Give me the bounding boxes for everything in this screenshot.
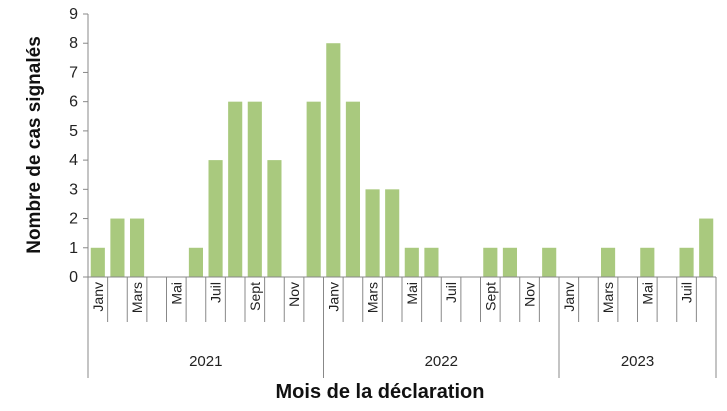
x-axis-year-labels: 2021 2022 2023	[87, 322, 717, 378]
y-tick-label: 2	[69, 211, 78, 228]
bar	[640, 247, 655, 277]
x-tick-label: Mai	[639, 282, 655, 305]
bar	[365, 189, 380, 277]
bars	[90, 43, 714, 278]
x-tick-label: Nov	[522, 282, 538, 307]
x-tick-label: Mars	[129, 282, 145, 313]
x-tick-label: Mai	[404, 282, 420, 305]
bar	[424, 247, 439, 277]
x-tick-label: Nov	[286, 282, 302, 307]
bar	[404, 247, 419, 277]
y-tick-label: 7	[69, 64, 78, 81]
y-tick-label: 1	[69, 240, 78, 257]
x-axis-month-labels: Janv Mars Mai Juil Sept Nov Janv Mars Mai Juil Sep…	[87, 277, 717, 322]
y-tick-label: 4	[69, 152, 78, 169]
bar	[542, 247, 557, 277]
axes	[87, 14, 716, 278]
bar	[129, 218, 145, 277]
bar	[306, 101, 321, 278]
bar	[247, 101, 262, 278]
y-tick-label: 6	[69, 94, 78, 111]
year-label: 2022	[425, 353, 458, 370]
y-tick-label: 3	[69, 181, 78, 198]
bar	[326, 43, 341, 277]
y-tick-label: 8	[69, 35, 78, 52]
bar	[679, 247, 694, 277]
bar	[345, 101, 361, 278]
bar	[267, 160, 282, 277]
y-tick-label: 5	[69, 123, 78, 140]
bar	[90, 247, 105, 277]
y-axis-title: Nombre de cas signalés	[24, 36, 45, 254]
bar	[188, 247, 204, 277]
y-tick-label: 9	[69, 6, 78, 23]
x-tick-label: Sept	[482, 282, 498, 311]
y-axis-ticks: 0 1 2 3 4 5 6 7 8 9	[69, 6, 88, 286]
x-tick-label: Janv	[561, 282, 577, 312]
bar	[385, 189, 400, 277]
x-tick-label: Sept	[247, 282, 263, 311]
x-tick-label: Mars	[365, 282, 381, 313]
y-tick-label: 0	[69, 269, 78, 286]
bar	[228, 101, 243, 278]
x-tick-label: Juil	[679, 282, 695, 303]
x-tick-label: Mars	[600, 282, 616, 313]
x-axis-title: Mois de la déclaration	[276, 381, 485, 403]
bar	[502, 247, 518, 277]
x-tick-label: Juil	[443, 282, 459, 303]
bar	[600, 247, 616, 277]
x-tick-label: Janv	[325, 282, 341, 312]
x-tick-label: Janv	[90, 282, 106, 312]
bar	[483, 247, 498, 277]
bar	[699, 218, 714, 277]
x-tick-label: Juil	[208, 282, 224, 303]
bar	[110, 218, 125, 277]
x-tick-label: Mai	[168, 282, 184, 305]
bar	[208, 160, 223, 277]
year-label: 2021	[189, 353, 222, 370]
year-label: 2023	[621, 353, 654, 370]
